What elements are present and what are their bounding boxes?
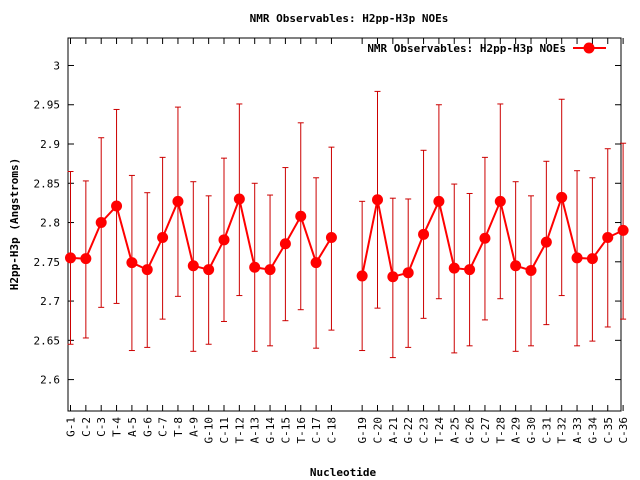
x-tick-label: G-14: [264, 417, 277, 444]
x-tick-label: T-16: [295, 417, 308, 444]
x-tick-label: G-1: [65, 417, 78, 437]
x-tick-label: T-12: [233, 417, 246, 444]
series-lines: [70, 193, 624, 278]
data-point: [479, 232, 491, 244]
data-point: [172, 195, 184, 207]
data-point: [556, 191, 568, 203]
x-tick-label: C-18: [325, 417, 338, 444]
series-line: [361, 193, 624, 278]
data-point: [95, 217, 107, 229]
x-tick-label: C-23: [418, 417, 431, 444]
data-point: [586, 253, 598, 265]
series-points: [65, 191, 629, 283]
data-point: [264, 264, 276, 276]
data-point: [510, 260, 522, 272]
data-point: [203, 264, 215, 276]
data-point: [249, 261, 261, 273]
data-point: [279, 238, 291, 250]
data-point: [233, 193, 245, 205]
data-point: [448, 262, 460, 274]
data-point: [141, 264, 153, 276]
data-point: [372, 194, 383, 206]
y-tick-label: 2.8: [40, 217, 60, 230]
data-point: [387, 271, 399, 283]
data-point: [157, 231, 169, 243]
data-point: [111, 200, 123, 212]
x-tick-label: A-33: [571, 417, 584, 444]
plot-border: [67, 37, 622, 412]
error-bars: [67, 90, 627, 359]
x-tick-label: C-2: [80, 417, 93, 437]
y-tick-label: 2.85: [34, 177, 61, 190]
x-tick-label: A-21: [387, 417, 400, 444]
x-tick-label: T-32: [556, 417, 569, 444]
x-tick-label: G-6: [141, 417, 154, 437]
x-tick-label: C-7: [157, 417, 170, 437]
legend: NMR Observables: H2pp-H3p NOEs: [367, 42, 606, 55]
y-axis: 2.6 2.65 2.7 2.75 2.8 2.85 2.9 2.95 3: [34, 59, 621, 387]
data-point: [295, 210, 307, 222]
x-tick-label: A-13: [249, 417, 262, 444]
data-point: [65, 252, 76, 264]
data-point: [187, 260, 199, 272]
x-tick-label: C-17: [310, 417, 323, 444]
data-point: [525, 264, 537, 276]
x-tick-label: T-24: [433, 417, 446, 444]
x-tick-label: A-9: [187, 417, 200, 437]
data-point: [617, 224, 629, 236]
x-tick-label: G-34: [586, 417, 599, 444]
x-axis-label: Nucleotide: [310, 466, 377, 479]
x-tick-label: C-27: [479, 417, 492, 444]
data-point: [218, 234, 230, 246]
x-tick-label: G-22: [402, 417, 415, 444]
y-tick-label: 2.9: [40, 138, 60, 151]
x-tick-label: C-3: [95, 417, 108, 437]
y-tick-label: 2.75: [34, 256, 61, 269]
x-tick-label: C-11: [218, 417, 231, 444]
data-point: [464, 264, 476, 276]
x-tick-label: C-36: [617, 417, 630, 444]
data-point: [602, 231, 614, 243]
y-axis-label: H2pp-H3p (Angstroms): [8, 158, 21, 290]
x-tick-label: A-25: [448, 417, 461, 444]
legend-marker: [583, 42, 595, 54]
chart-title: NMR Observables: H2pp-H3p NOEs: [250, 12, 449, 25]
x-tick-label: C-31: [540, 417, 553, 444]
data-point: [494, 195, 506, 207]
data-point: [325, 231, 337, 243]
x-tick-label: G-19: [356, 417, 369, 444]
x-tick-label: T-4: [111, 417, 124, 437]
y-tick-label: 2.7: [40, 295, 60, 308]
x-tick-label: G-10: [203, 417, 216, 444]
x-tick-label: T-28: [494, 417, 507, 444]
data-point: [540, 236, 552, 248]
x-tick-label: C-20: [372, 417, 385, 444]
series-line: [70, 195, 333, 272]
y-tick-label: 3: [53, 59, 60, 72]
legend-label: NMR Observables: H2pp-H3p NOEs: [367, 42, 566, 55]
x-tick-label: C-15: [279, 417, 292, 444]
data-point: [402, 267, 414, 279]
x-tick-label: T-8: [172, 417, 185, 437]
x-tick-label: C-35: [602, 417, 615, 444]
x-axis: G-1 C-2 C-3 T-4 A-5 G-6 C-7 T-8 A-9 G-10 C-11 T-12 A…: [65, 38, 630, 444]
y-tick-label: 2.65: [34, 334, 61, 347]
data-point: [418, 228, 430, 240]
data-point: [356, 270, 368, 282]
data-point: [126, 257, 138, 269]
data-point: [571, 252, 583, 264]
data-point: [310, 257, 322, 269]
y-tick-label: 2.95: [34, 99, 61, 112]
x-tick-label: A-29: [510, 417, 523, 444]
data-point: [80, 253, 92, 265]
y-tick-label: 2.6: [40, 374, 60, 387]
x-tick-label: A-5: [126, 417, 139, 437]
x-tick-label: G-30: [525, 417, 538, 444]
x-tick-label: G-26: [464, 417, 477, 444]
data-point: [433, 195, 445, 207]
